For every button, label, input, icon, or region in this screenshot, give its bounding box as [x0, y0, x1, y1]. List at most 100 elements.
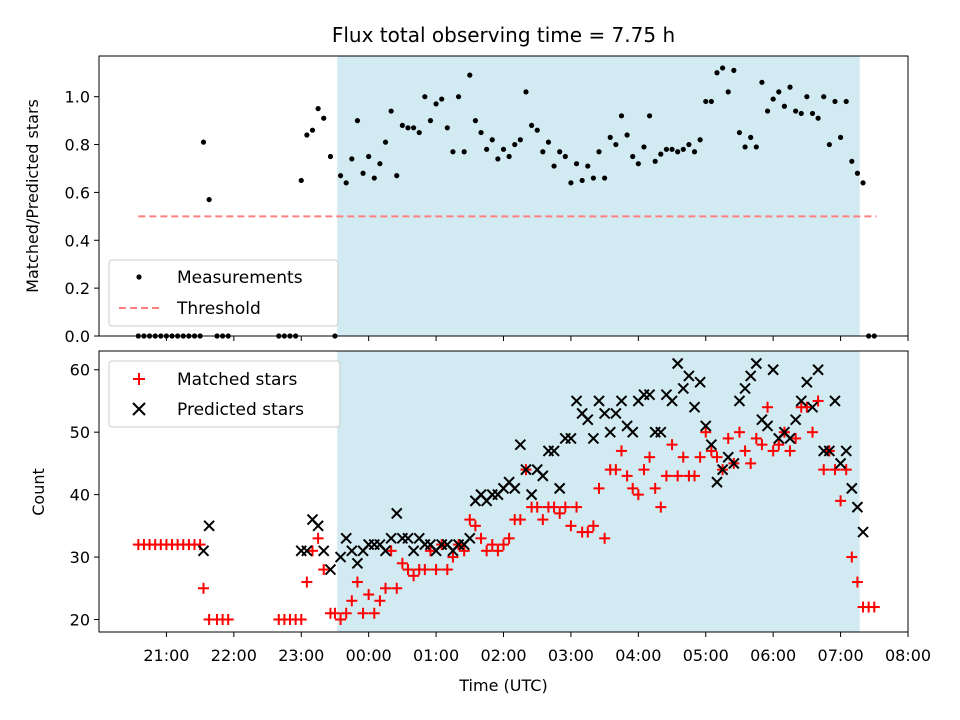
- predicted-star-point: [402, 532, 414, 545]
- bottom-y-tick-label: 30: [70, 548, 90, 567]
- predicted-star-point: [598, 407, 611, 420]
- matched-star-point: [447, 551, 459, 563]
- measurement-point: [860, 180, 866, 186]
- predicted-star-point: [301, 545, 313, 557]
- measurement-point: [652, 158, 658, 164]
- matched-star-point: [565, 520, 577, 532]
- measurement-point: [596, 149, 602, 155]
- matched-star-point: [481, 545, 493, 557]
- matched-star-point: [739, 445, 751, 457]
- x-tick-label: 05:00: [683, 646, 729, 665]
- predicted-star-point: [537, 470, 549, 482]
- measurement-point: [663, 146, 670, 152]
- bottom-y-ticks: 20 30 40 50 60: [70, 361, 99, 630]
- measurement-point: [658, 151, 664, 157]
- measurement-point: [579, 177, 585, 184]
- x-tick-label: 04:00: [615, 646, 661, 665]
- x-tick-label: 23:00: [278, 646, 324, 665]
- measurement-point: [832, 98, 838, 105]
- measurement-point: [472, 118, 479, 124]
- matched-star-point: [514, 514, 526, 526]
- matched-star-point: [554, 507, 566, 519]
- bottom-y-tick-label: 60: [70, 361, 90, 380]
- predicted-stars-legend-marker: [132, 402, 146, 416]
- measurement-point: [439, 96, 445, 102]
- matched-star-point: [733, 426, 745, 438]
- matched-star-point: [846, 551, 858, 563]
- measurement-point: [742, 144, 748, 150]
- measurement-point: [371, 175, 377, 181]
- predicted-star-point: [784, 432, 796, 445]
- measurement-point: [630, 153, 636, 160]
- measurement-point: [641, 144, 647, 150]
- matched-star-point: [835, 495, 847, 507]
- matched-star-point: [498, 539, 509, 551]
- matched-star-point: [773, 439, 785, 451]
- measurement-point: [411, 125, 417, 131]
- measurement-point: [787, 84, 793, 90]
- measurement-point: [388, 108, 394, 114]
- predicted-star-point: [744, 370, 757, 382]
- measurement-point: [708, 98, 714, 105]
- measurement-point: [484, 146, 490, 152]
- matched-star-point: [677, 451, 689, 463]
- measurement-point: [748, 134, 754, 140]
- predicted-star-point: [318, 545, 330, 557]
- predicted-star-point: [627, 426, 639, 438]
- matched-star-point: [700, 426, 712, 438]
- measurement-point: [506, 153, 512, 160]
- matched-star-point: [722, 432, 734, 444]
- matched-star-point: [301, 576, 313, 588]
- measurement-point: [618, 113, 625, 119]
- measurement-point: [725, 89, 731, 95]
- matched-star-point: [868, 601, 880, 613]
- predicted-star-point: [593, 395, 605, 407]
- measurement-point: [206, 196, 212, 203]
- predicted-star-point: [514, 438, 527, 451]
- predicted-star-point: [767, 364, 779, 376]
- matched-star-point: [329, 607, 341, 619]
- matched-star-point: [587, 520, 599, 532]
- matched-star-point: [295, 614, 307, 626]
- matched-star-point: [318, 564, 330, 576]
- measurement-point: [635, 161, 641, 167]
- measurement-point: [528, 122, 535, 129]
- measurement-point: [427, 118, 434, 124]
- measurement-point: [523, 89, 529, 95]
- top-legend: Measurements Threshold: [108, 259, 339, 327]
- measurement-point: [753, 144, 759, 150]
- predicted-star-point: [750, 357, 763, 370]
- x-tick-label: 08:00: [885, 646, 931, 665]
- predicted-star-point: [677, 382, 689, 395]
- matched-star-point: [610, 464, 622, 476]
- predicted-star-point: [391, 507, 403, 520]
- measurements-legend-label: Measurements: [177, 268, 303, 288]
- measurement-point: [731, 67, 737, 73]
- predicted-star-point: [407, 545, 420, 557]
- matched-star-point: [756, 439, 768, 451]
- predicted-star-point: [346, 545, 358, 557]
- predicted-star-point: [553, 482, 566, 495]
- measurement-point: [343, 180, 349, 186]
- measurement-point: [793, 108, 799, 114]
- predicted-star-point: [823, 445, 836, 457]
- predicted-stars-points: [197, 357, 869, 576]
- predicted-star-point: [334, 551, 347, 563]
- matched-star-point: [346, 595, 358, 607]
- matched-star-point: [380, 582, 392, 594]
- predicted-star-point: [728, 457, 740, 470]
- predicted-star-point: [379, 545, 392, 557]
- matched-star-point: [615, 445, 627, 457]
- measurement-point: [669, 146, 675, 152]
- predicted-star-point: [761, 420, 774, 432]
- predicted-star-point: [671, 357, 684, 370]
- measurement-point: [444, 125, 450, 131]
- top-y-tick-label: 0.6: [65, 183, 90, 202]
- measurement-point: [455, 94, 462, 100]
- measurement-point: [624, 132, 630, 138]
- matched-star-point: [306, 545, 318, 557]
- predicted-star-point: [666, 395, 678, 407]
- x-tick-label: 00:00: [346, 646, 392, 665]
- predicted-star-point: [340, 532, 352, 545]
- measurement-point: [377, 161, 383, 167]
